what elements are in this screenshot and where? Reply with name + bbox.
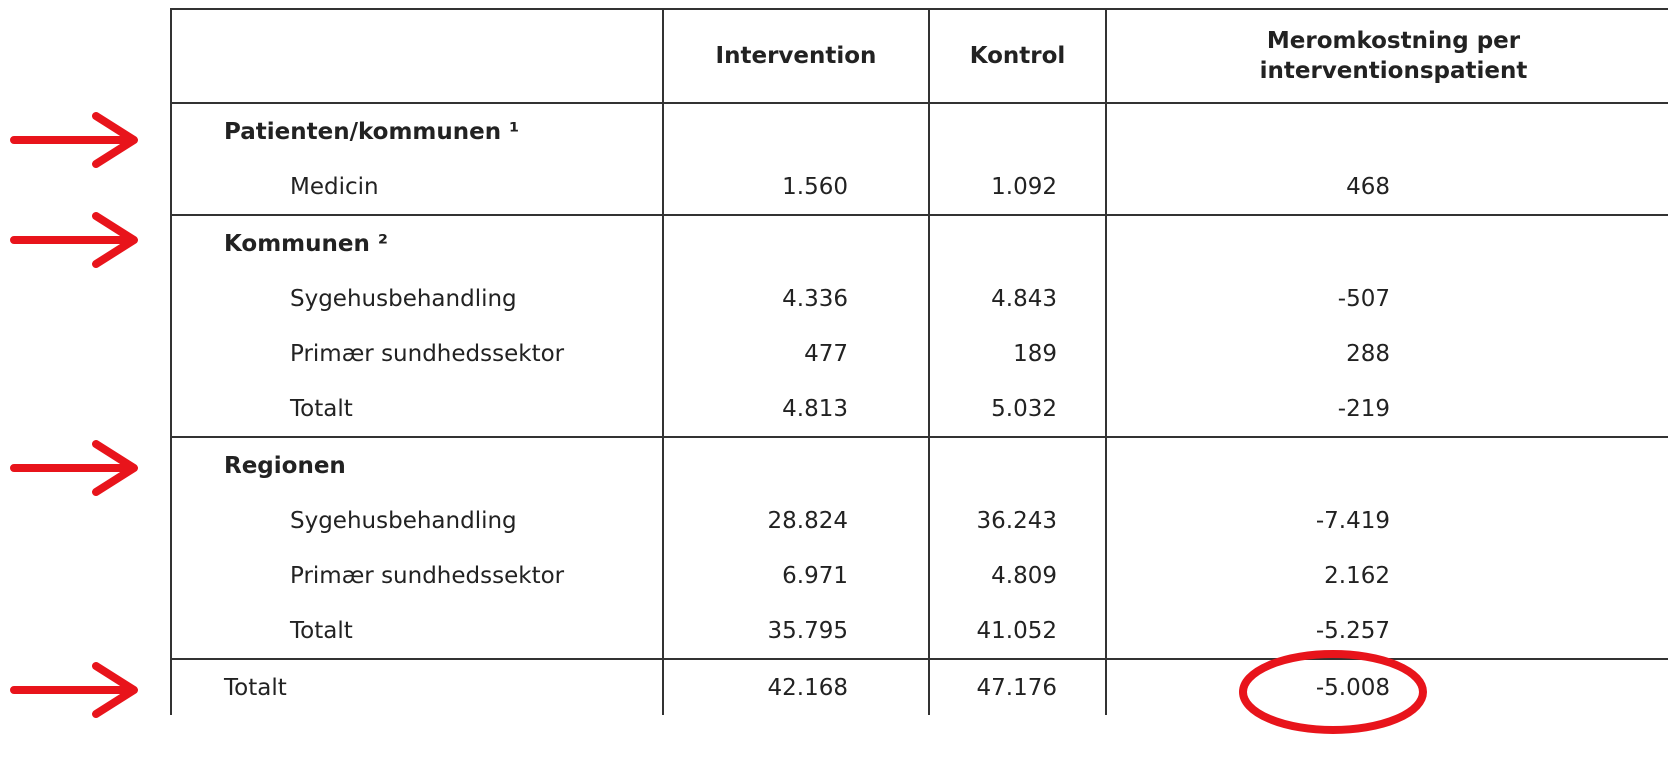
table-row: Sygehusbehandling 28.824 36.243 -7.419 (170, 493, 1668, 548)
value-cell: 1.092 (928, 159, 1107, 216)
row-label: Primær sundhedssektor (170, 548, 664, 603)
table-row: Patienten/kommunen ¹ (170, 103, 1668, 159)
header-text: Meromkostning per interventionspatient (1259, 28, 1528, 84)
value-cell: 4.813 (662, 381, 930, 438)
value-cell: 4.843 (928, 271, 1107, 326)
header-cell (170, 8, 664, 104)
header-row: Intervention Kontrol Meromkostning per int… (170, 8, 1668, 104)
row-label: Sygehusbehandling (170, 493, 664, 548)
section-title: Regionen (170, 437, 664, 493)
value-cell: 288 (1105, 326, 1668, 381)
value-cell: 47.176 (928, 659, 1107, 715)
arrow (10, 440, 138, 496)
value-cell: -5.008 (1105, 659, 1668, 715)
header-cell: Meromkostning per interventionspatient (1105, 8, 1668, 104)
arrow (10, 112, 138, 168)
table-row: Medicin 1.560 1.092 468 (170, 159, 1668, 216)
value-cell: 42.168 (662, 659, 930, 715)
table-row: Primær sundhedssektor 477 189 288 (170, 326, 1668, 381)
arrow (10, 212, 138, 268)
value-cell: 2.162 (1105, 548, 1668, 603)
empty-cell (1105, 103, 1668, 159)
empty-cell (662, 215, 930, 271)
value-cell: -7.419 (1105, 493, 1668, 548)
cost-table: Intervention Kontrol Meromkostning per int… (170, 8, 1668, 715)
row-label: Medicin (170, 159, 664, 216)
table-row: Regionen (170, 437, 1668, 493)
section-title: Kommunen ² (170, 215, 664, 271)
arrows (10, 112, 138, 718)
header-text: Kontrol (969, 43, 1066, 69)
total-label: Totalt (170, 659, 664, 715)
header-cell: Kontrol (928, 8, 1107, 104)
header-cell: Intervention (662, 8, 930, 104)
row-label: Totalt (170, 381, 664, 438)
value-cell: -5.257 (1105, 603, 1668, 660)
empty-cell (928, 215, 1107, 271)
table-row: Primær sundhedssektor 6.971 4.809 2.162 (170, 548, 1668, 603)
value-cell: 4.809 (928, 548, 1107, 603)
empty-cell (662, 103, 930, 159)
value-cell: 5.032 (928, 381, 1107, 438)
value-cell: 468 (1105, 159, 1668, 216)
value-cell: 189 (928, 326, 1107, 381)
section-title: Patienten/kommunen ¹ (170, 103, 664, 159)
empty-cell (928, 103, 1107, 159)
table-row: Totalt 4.813 5.032 -219 (170, 381, 1668, 438)
value-cell: 41.052 (928, 603, 1107, 660)
value-cell: -507 (1105, 271, 1668, 326)
table-row: Totalt 42.168 47.176 -5.008 (170, 659, 1668, 715)
value-cell: 35.795 (662, 603, 930, 660)
empty-cell (662, 437, 930, 493)
arrow (10, 662, 138, 718)
value-cell: 1.560 (662, 159, 930, 216)
value-cell: 28.824 (662, 493, 930, 548)
empty-cell (1105, 215, 1668, 271)
row-label: Totalt (170, 603, 664, 660)
value-cell: 36.243 (928, 493, 1107, 548)
value-cell: 477 (662, 326, 930, 381)
value-cell: 6.971 (662, 548, 930, 603)
table-row: Sygehusbehandling 4.336 4.843 -507 (170, 271, 1668, 326)
value-cell: -219 (1105, 381, 1668, 438)
table-row: Kommunen ² (170, 215, 1668, 271)
value-cell: 4.336 (662, 271, 930, 326)
row-label: Sygehusbehandling (170, 271, 664, 326)
empty-cell (1105, 437, 1668, 493)
header-text: Intervention (715, 43, 877, 69)
row-label: Primær sundhedssektor (170, 326, 664, 381)
empty-cell (928, 437, 1107, 493)
table-row: Totalt 35.795 41.052 -5.257 (170, 603, 1668, 660)
